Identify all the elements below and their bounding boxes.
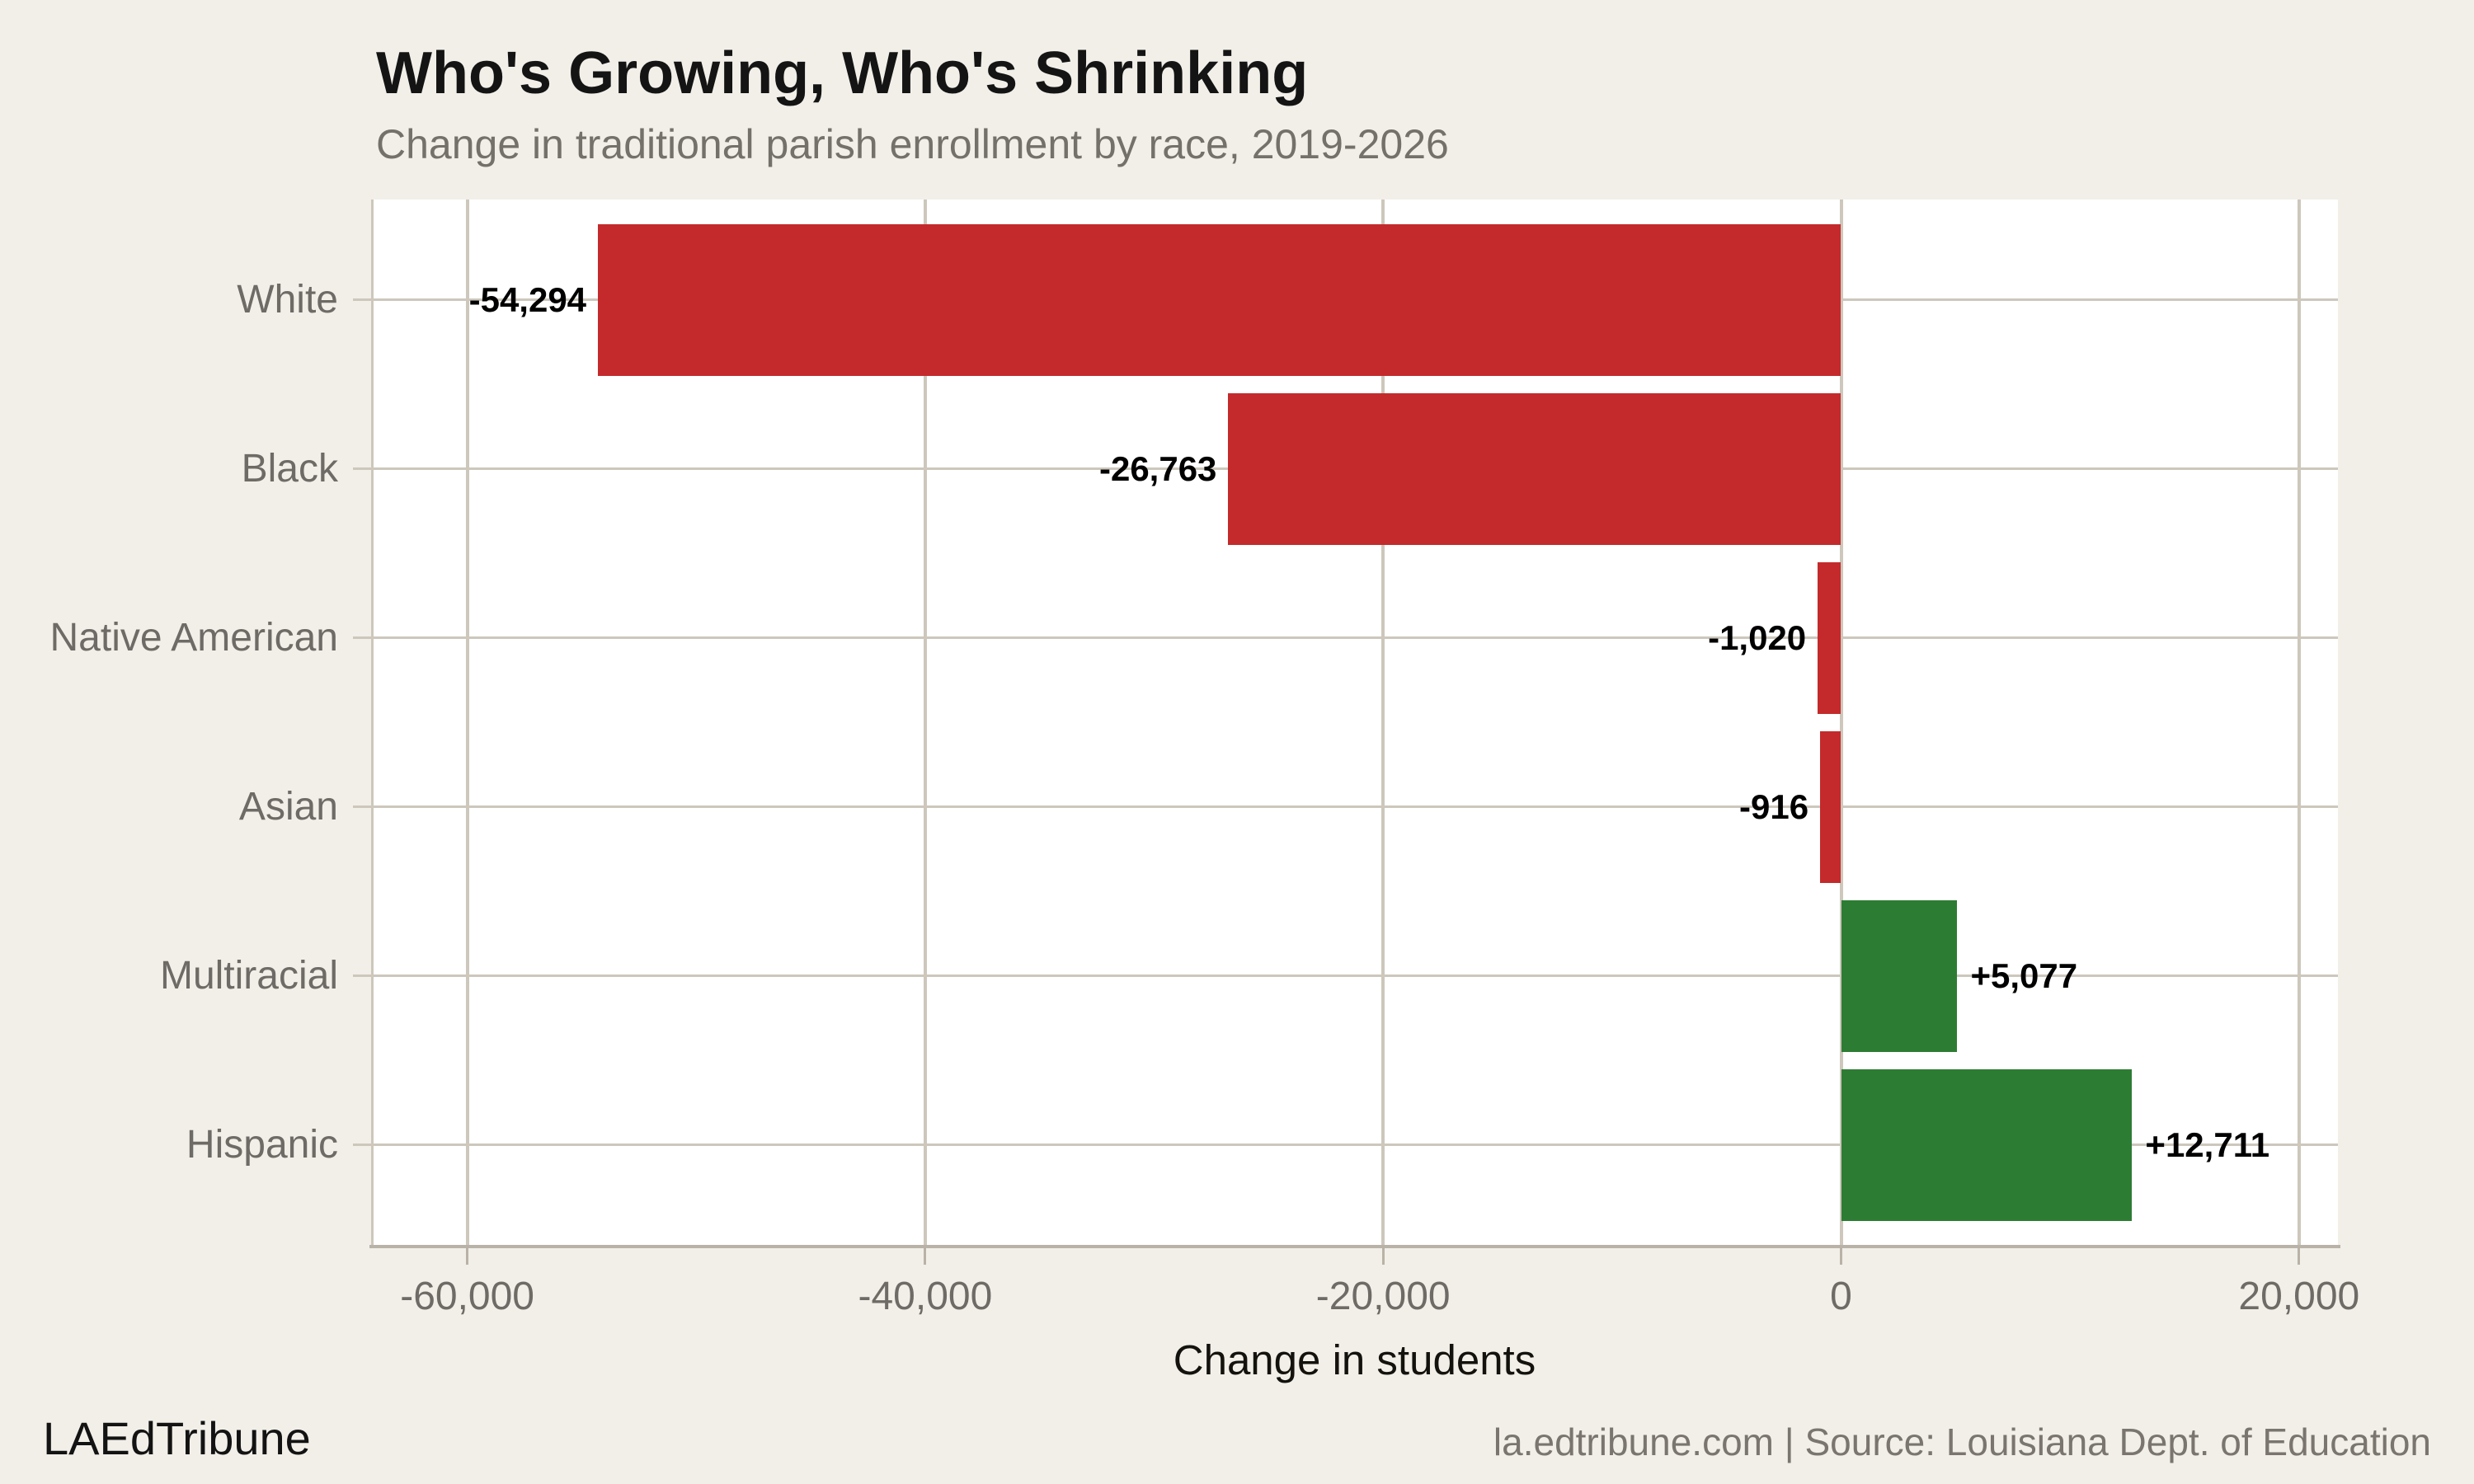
y-axis-label: Multiracial bbox=[159, 953, 338, 998]
x-tick-label: -20,000 bbox=[1315, 1275, 1451, 1318]
chart-title: Who's Growing, Who's Shrinking bbox=[376, 40, 1309, 106]
bar-white bbox=[598, 223, 1841, 376]
row-gridline bbox=[353, 974, 2338, 977]
y-axis-label: Hispanic bbox=[186, 1122, 338, 1167]
bar-native-american bbox=[1818, 561, 1841, 714]
x-tick-mark bbox=[924, 1248, 927, 1265]
vertical-gridline bbox=[923, 200, 927, 1245]
x-axis-line bbox=[369, 1245, 2340, 1248]
bar-black bbox=[1228, 392, 1841, 545]
vertical-gridline bbox=[1839, 200, 1843, 1245]
vertical-gridline bbox=[1381, 200, 1385, 1245]
bar-value-label: +12,711 bbox=[2145, 1125, 2270, 1164]
bar-value-label: +5,077 bbox=[1970, 956, 2078, 995]
x-tick-label: -60,000 bbox=[400, 1275, 534, 1318]
x-axis-title: Change in students bbox=[1173, 1336, 1536, 1383]
row-gridline bbox=[353, 1144, 2338, 1146]
vertical-gridline bbox=[2297, 200, 2301, 1245]
bar-hispanic bbox=[1841, 1068, 2133, 1221]
row-gridline bbox=[353, 805, 2338, 808]
y-axis-label: Asian bbox=[238, 784, 338, 829]
x-tick-mark bbox=[1381, 1248, 1385, 1265]
x-tick-mark bbox=[466, 1248, 469, 1265]
y-axis-line bbox=[371, 200, 374, 1245]
bar-multiracial bbox=[1841, 899, 1958, 1052]
x-tick-label: 0 bbox=[1830, 1275, 1852, 1318]
y-axis-label: Native American bbox=[49, 615, 338, 660]
x-tick-mark bbox=[1840, 1248, 1842, 1265]
y-axis-label: White bbox=[237, 277, 338, 322]
bar-value-label: -1,020 bbox=[1708, 618, 1807, 657]
bar-value-label: -916 bbox=[1739, 787, 1809, 826]
source-footer: la.edtribune.com | Source: Louisiana Dep… bbox=[1493, 1421, 2431, 1463]
chart-subtitle: Change in traditional parish enrollment … bbox=[376, 121, 1449, 167]
bar-value-label: -26,763 bbox=[1098, 448, 1217, 488]
bar-asian bbox=[1820, 730, 1841, 883]
bar-value-label: -54,294 bbox=[468, 279, 587, 319]
row-gridline bbox=[353, 636, 2338, 639]
x-tick-label: -40,000 bbox=[858, 1275, 993, 1318]
x-tick-label: 20,000 bbox=[2238, 1275, 2360, 1318]
plot-panel: -54,294 -26,763 -1,020 -916 +5,077 +12,711 bbox=[353, 200, 2338, 1245]
y-axis-label: Black bbox=[241, 446, 338, 491]
x-tick-mark bbox=[2298, 1248, 2301, 1265]
vertical-gridline bbox=[465, 200, 469, 1245]
brand-footer: LAEdTribune bbox=[43, 1412, 311, 1464]
